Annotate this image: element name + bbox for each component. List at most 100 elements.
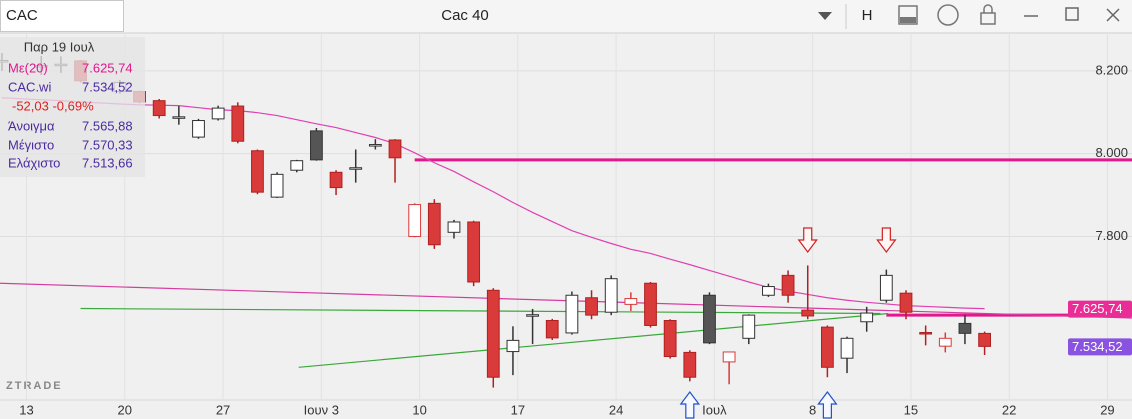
x-tick-label: 17 [511,402,525,417]
candle [368,139,382,150]
candle [192,118,205,139]
trend-line [298,312,889,368]
candle-body [781,274,795,296]
x-tick-label: 29 [1100,402,1114,417]
candle-body [644,282,657,326]
candle-body [231,105,245,142]
candle-body [860,312,874,323]
candle-body [958,322,972,334]
toolbar [0,0,1132,33]
candle [172,106,186,125]
candle-body [663,320,677,358]
chart-title: Cac 40 [441,7,489,24]
candle [840,336,854,374]
candle-body [408,204,422,237]
candle-body [349,167,363,170]
close-button[interactable] [1106,8,1120,22]
price-label: 7.625,74 [1072,301,1123,316]
candle [585,290,598,320]
window-icons [898,4,1120,26]
symbol-input[interactable] [0,0,124,32]
x-tick-label: 15 [904,402,918,417]
candle [486,288,500,388]
candle [231,102,245,144]
x-tick-label: Ιουλ [702,402,727,417]
info-symbol-value: 7.534,52 [82,79,133,94]
candle [526,308,539,345]
quote-button[interactable] [937,4,959,26]
candle-body [585,297,598,316]
panel-button[interactable] [898,5,918,25]
candle-body [388,139,402,159]
candle [565,291,579,335]
candle [545,318,559,340]
info-low-label: Ελάχιστο [8,155,60,170]
labels-layer: 8.200 8.000 7.800 13 20 27 Ιουν 3 10 17 24 Ιουλ 8 15… [19,62,1132,419]
candle [938,332,952,353]
price-label-box [1068,300,1132,318]
candle [781,270,795,303]
candle [604,275,618,316]
x-tick-label: 20 [118,402,132,417]
candle [329,170,343,196]
y-tick-label: 8.000 [1095,145,1128,160]
h-button[interactable]: H [862,7,873,24]
candle-body [211,107,225,120]
candle [899,290,913,320]
info-high-value: 7.570,33 [82,137,133,152]
candle-body [919,332,933,335]
candle-body [368,144,382,147]
x-tick-label: 13 [19,402,33,417]
sell-signal [876,227,897,253]
lock-icon [983,4,993,13]
candle-body [329,171,343,189]
candle [624,292,638,311]
candle [742,314,756,345]
candle-body [565,294,579,334]
x-tick-label: 27 [216,402,230,417]
candle-body [447,221,461,233]
info-ma-label: Με(20) [8,60,48,75]
x-tick-label: 22 [1002,402,1016,417]
info-high-label: Μέγιστο [8,137,54,152]
candle-body [427,202,441,246]
candle [408,203,422,238]
candle-body [762,286,775,296]
candle-body [486,289,500,378]
candle-body [879,274,893,301]
x-tick-label: 8 [809,402,816,417]
candle [388,139,402,183]
x-tick-label: Ιουν 3 [304,402,339,417]
candle-body [938,337,952,347]
candle-body [683,351,697,378]
candle [958,315,972,345]
plot-area [0,34,1132,400]
price-label: 7.534,52 [1072,339,1123,354]
candle-body [172,116,186,119]
candle-body [820,326,834,368]
buy-signal [679,391,701,419]
candle [663,319,677,359]
candle-body [506,339,520,353]
candle-body [467,221,481,283]
info-background [0,37,145,177]
candle-body [604,278,618,313]
candle-body [801,309,815,317]
x-tick-label: 10 [412,402,426,417]
candle-body [840,337,854,359]
y-tick-label: 7.800 [1095,228,1128,243]
panel-icon [900,17,916,23]
maximize-button[interactable] [1065,7,1079,21]
candle [290,159,304,173]
lock-button[interactable] [980,12,996,25]
y-tick-label: 8.200 [1095,62,1128,77]
dropdown-button[interactable] [818,12,832,20]
symbol-text: CAC [6,7,38,24]
candle [820,325,834,378]
info-ma-value: 7.625,74 [82,60,133,75]
candle [152,99,166,119]
candle [644,282,657,328]
candle-body [624,298,638,305]
info-open-label: Άνοιγμα [8,118,55,133]
candle [860,306,874,332]
